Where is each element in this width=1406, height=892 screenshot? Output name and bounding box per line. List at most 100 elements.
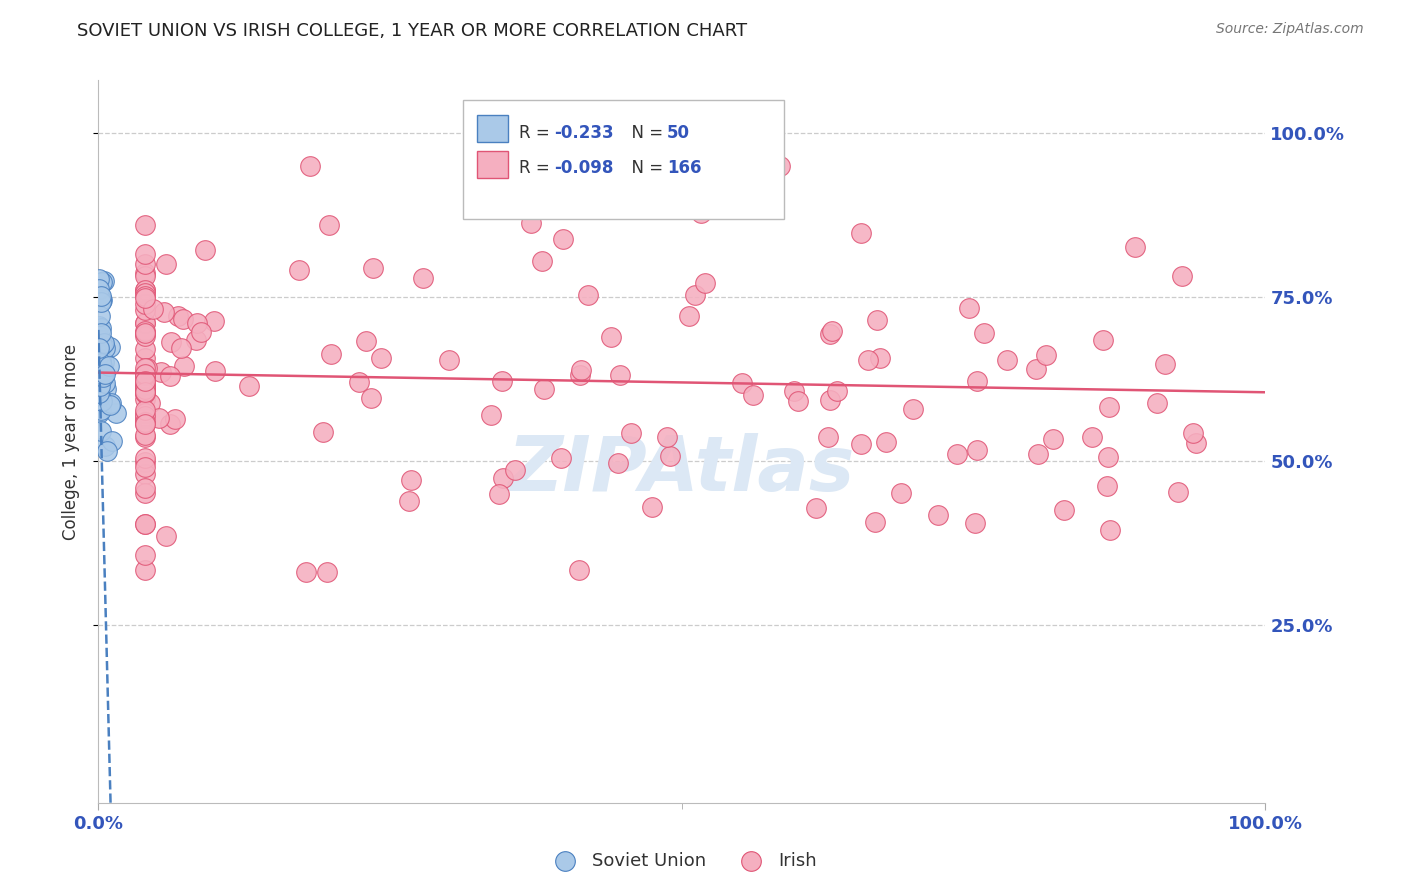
Text: ZIPAtlas: ZIPAtlas (508, 434, 856, 508)
Point (148, 410, 170, 425)
Point (533, 382, 555, 396)
Point (641, 500, 664, 514)
Point (93, 355, 115, 369)
Point (134, 517, 156, 532)
Point (134, 297, 156, 311)
Point (1167, 485, 1189, 500)
Point (689, 206, 711, 220)
Point (134, 402, 156, 417)
Point (569, 363, 592, 377)
Point (105, 406, 128, 420)
Point (87, 318, 110, 333)
Point (399, 473, 422, 487)
Point (134, 392, 156, 406)
Point (783, 384, 806, 399)
Point (1123, 240, 1146, 254)
Point (437, 352, 460, 367)
Point (849, 226, 872, 240)
Point (821, 325, 844, 339)
Point (134, 316, 156, 330)
Point (89, 338, 111, 352)
Point (134, 326, 156, 340)
Point (94, 383, 117, 397)
Point (89, 388, 111, 402)
Point (134, 303, 156, 318)
Point (90, 424, 112, 438)
Point (1035, 348, 1057, 362)
Point (134, 286, 156, 301)
Point (856, 352, 879, 367)
Point (93, 336, 115, 351)
Point (94, 341, 117, 355)
Point (370, 351, 392, 365)
Point (319, 347, 342, 361)
Point (1154, 357, 1177, 371)
Point (354, 334, 377, 348)
Point (186, 334, 208, 348)
Point (568, 368, 591, 382)
Point (134, 417, 156, 431)
Point (134, 385, 156, 400)
Point (491, 374, 513, 388)
Point (238, 379, 260, 393)
Point (90, 294, 112, 309)
Point (194, 243, 217, 257)
Point (295, 566, 318, 580)
Point (804, 500, 827, 515)
Point (966, 443, 988, 458)
Point (398, 493, 420, 508)
Point (134, 268, 156, 283)
Point (166, 309, 188, 323)
Text: -0.098: -0.098 (554, 160, 614, 178)
Point (134, 451, 156, 466)
Point (869, 351, 891, 365)
Point (90, 320, 112, 334)
Point (1182, 425, 1205, 440)
Point (204, 364, 226, 378)
Point (134, 283, 156, 297)
Point (134, 329, 156, 343)
Point (966, 374, 988, 388)
Text: 166: 166 (666, 160, 702, 178)
Point (360, 391, 382, 405)
Point (90, 359, 112, 373)
Point (678, 310, 700, 324)
Point (1042, 432, 1064, 446)
Point (89, 355, 111, 369)
Point (155, 529, 177, 543)
Point (87, 406, 110, 420)
Point (851, 437, 873, 451)
Point (134, 376, 156, 390)
Point (946, 447, 969, 461)
Point (134, 247, 156, 261)
Point (825, 384, 848, 398)
Point (1171, 268, 1194, 283)
Text: R =: R = (519, 124, 555, 142)
Point (134, 409, 156, 424)
Point (134, 429, 156, 443)
Point (600, 329, 623, 343)
Point (89, 341, 111, 355)
Point (96, 444, 118, 458)
Point (731, 376, 754, 390)
Point (134, 365, 156, 379)
Point (134, 218, 156, 232)
Point (87, 329, 110, 343)
Point (152, 305, 174, 319)
Point (202, 314, 225, 328)
Point (94, 376, 117, 391)
Point (134, 377, 156, 392)
Point (318, 218, 340, 232)
Point (875, 434, 897, 449)
Point (1146, 396, 1168, 410)
Point (93, 370, 115, 384)
Point (190, 326, 212, 340)
Point (91, 370, 114, 384)
Point (98, 359, 121, 373)
Point (90, 293, 112, 307)
Point (769, 159, 792, 173)
Point (134, 406, 156, 420)
Point (1098, 523, 1121, 537)
Point (134, 486, 156, 500)
Point (93, 365, 115, 379)
